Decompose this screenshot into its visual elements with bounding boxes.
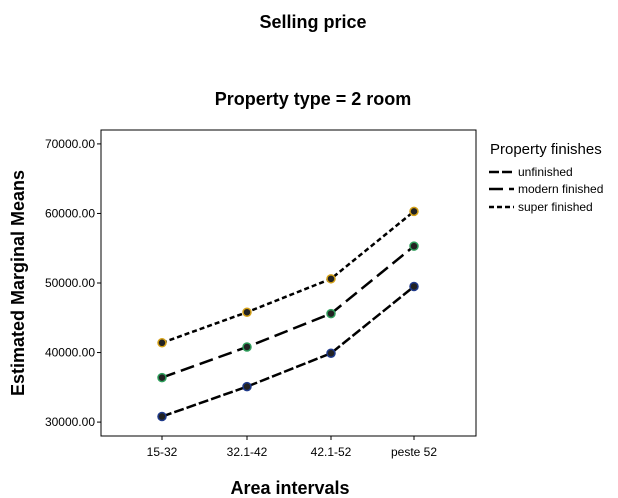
y-tick-label: 30000.00 xyxy=(45,415,95,429)
x-axis-title: Area intervals xyxy=(230,478,349,498)
x-tick-label: 32.1-42 xyxy=(227,445,268,459)
data-point xyxy=(157,338,167,348)
data-point xyxy=(409,281,419,292)
x-axis: 15-32 32.1-42 42.1-52 peste 52 xyxy=(147,436,437,459)
data-point xyxy=(326,274,336,284)
legend-label: super finished xyxy=(518,200,593,214)
legend-label: unfinished xyxy=(518,165,573,179)
x-tick-label: peste 52 xyxy=(391,445,437,459)
plot-frame xyxy=(100,129,477,437)
data-point xyxy=(157,411,167,422)
chart-title: Selling price xyxy=(259,12,366,32)
data-point xyxy=(242,381,252,392)
y-tick-label: 70000.00 xyxy=(45,137,95,151)
y-axis: 30000.00 40000.00 50000.00 60000.00 70000.00 xyxy=(45,137,101,429)
legend: unfinished modern finished super finished xyxy=(489,165,603,214)
data-point xyxy=(326,348,336,358)
data-point xyxy=(409,241,419,251)
x-tick-label: 15-32 xyxy=(147,445,178,459)
series-line-super-finished xyxy=(161,210,415,344)
y-axis-title: Estimated Marginal Means xyxy=(8,170,28,396)
legend-title: Property finishes xyxy=(490,141,602,158)
series-line-modern-finished xyxy=(161,245,415,379)
series-line-unfinished xyxy=(161,285,415,418)
series-layer xyxy=(157,206,419,422)
y-tick-label: 60000.00 xyxy=(45,206,95,220)
legend-label: modern finished xyxy=(518,182,603,196)
data-point xyxy=(326,308,336,319)
y-tick-label: 40000.00 xyxy=(45,346,95,360)
data-point xyxy=(242,307,252,317)
data-point xyxy=(242,342,252,352)
y-tick-label: 50000.00 xyxy=(45,276,95,290)
data-point xyxy=(157,372,167,383)
x-tick-label: 42.1-52 xyxy=(311,445,352,459)
chart-subtitle: Property type = 2 room xyxy=(215,89,412,109)
data-point xyxy=(409,206,419,217)
